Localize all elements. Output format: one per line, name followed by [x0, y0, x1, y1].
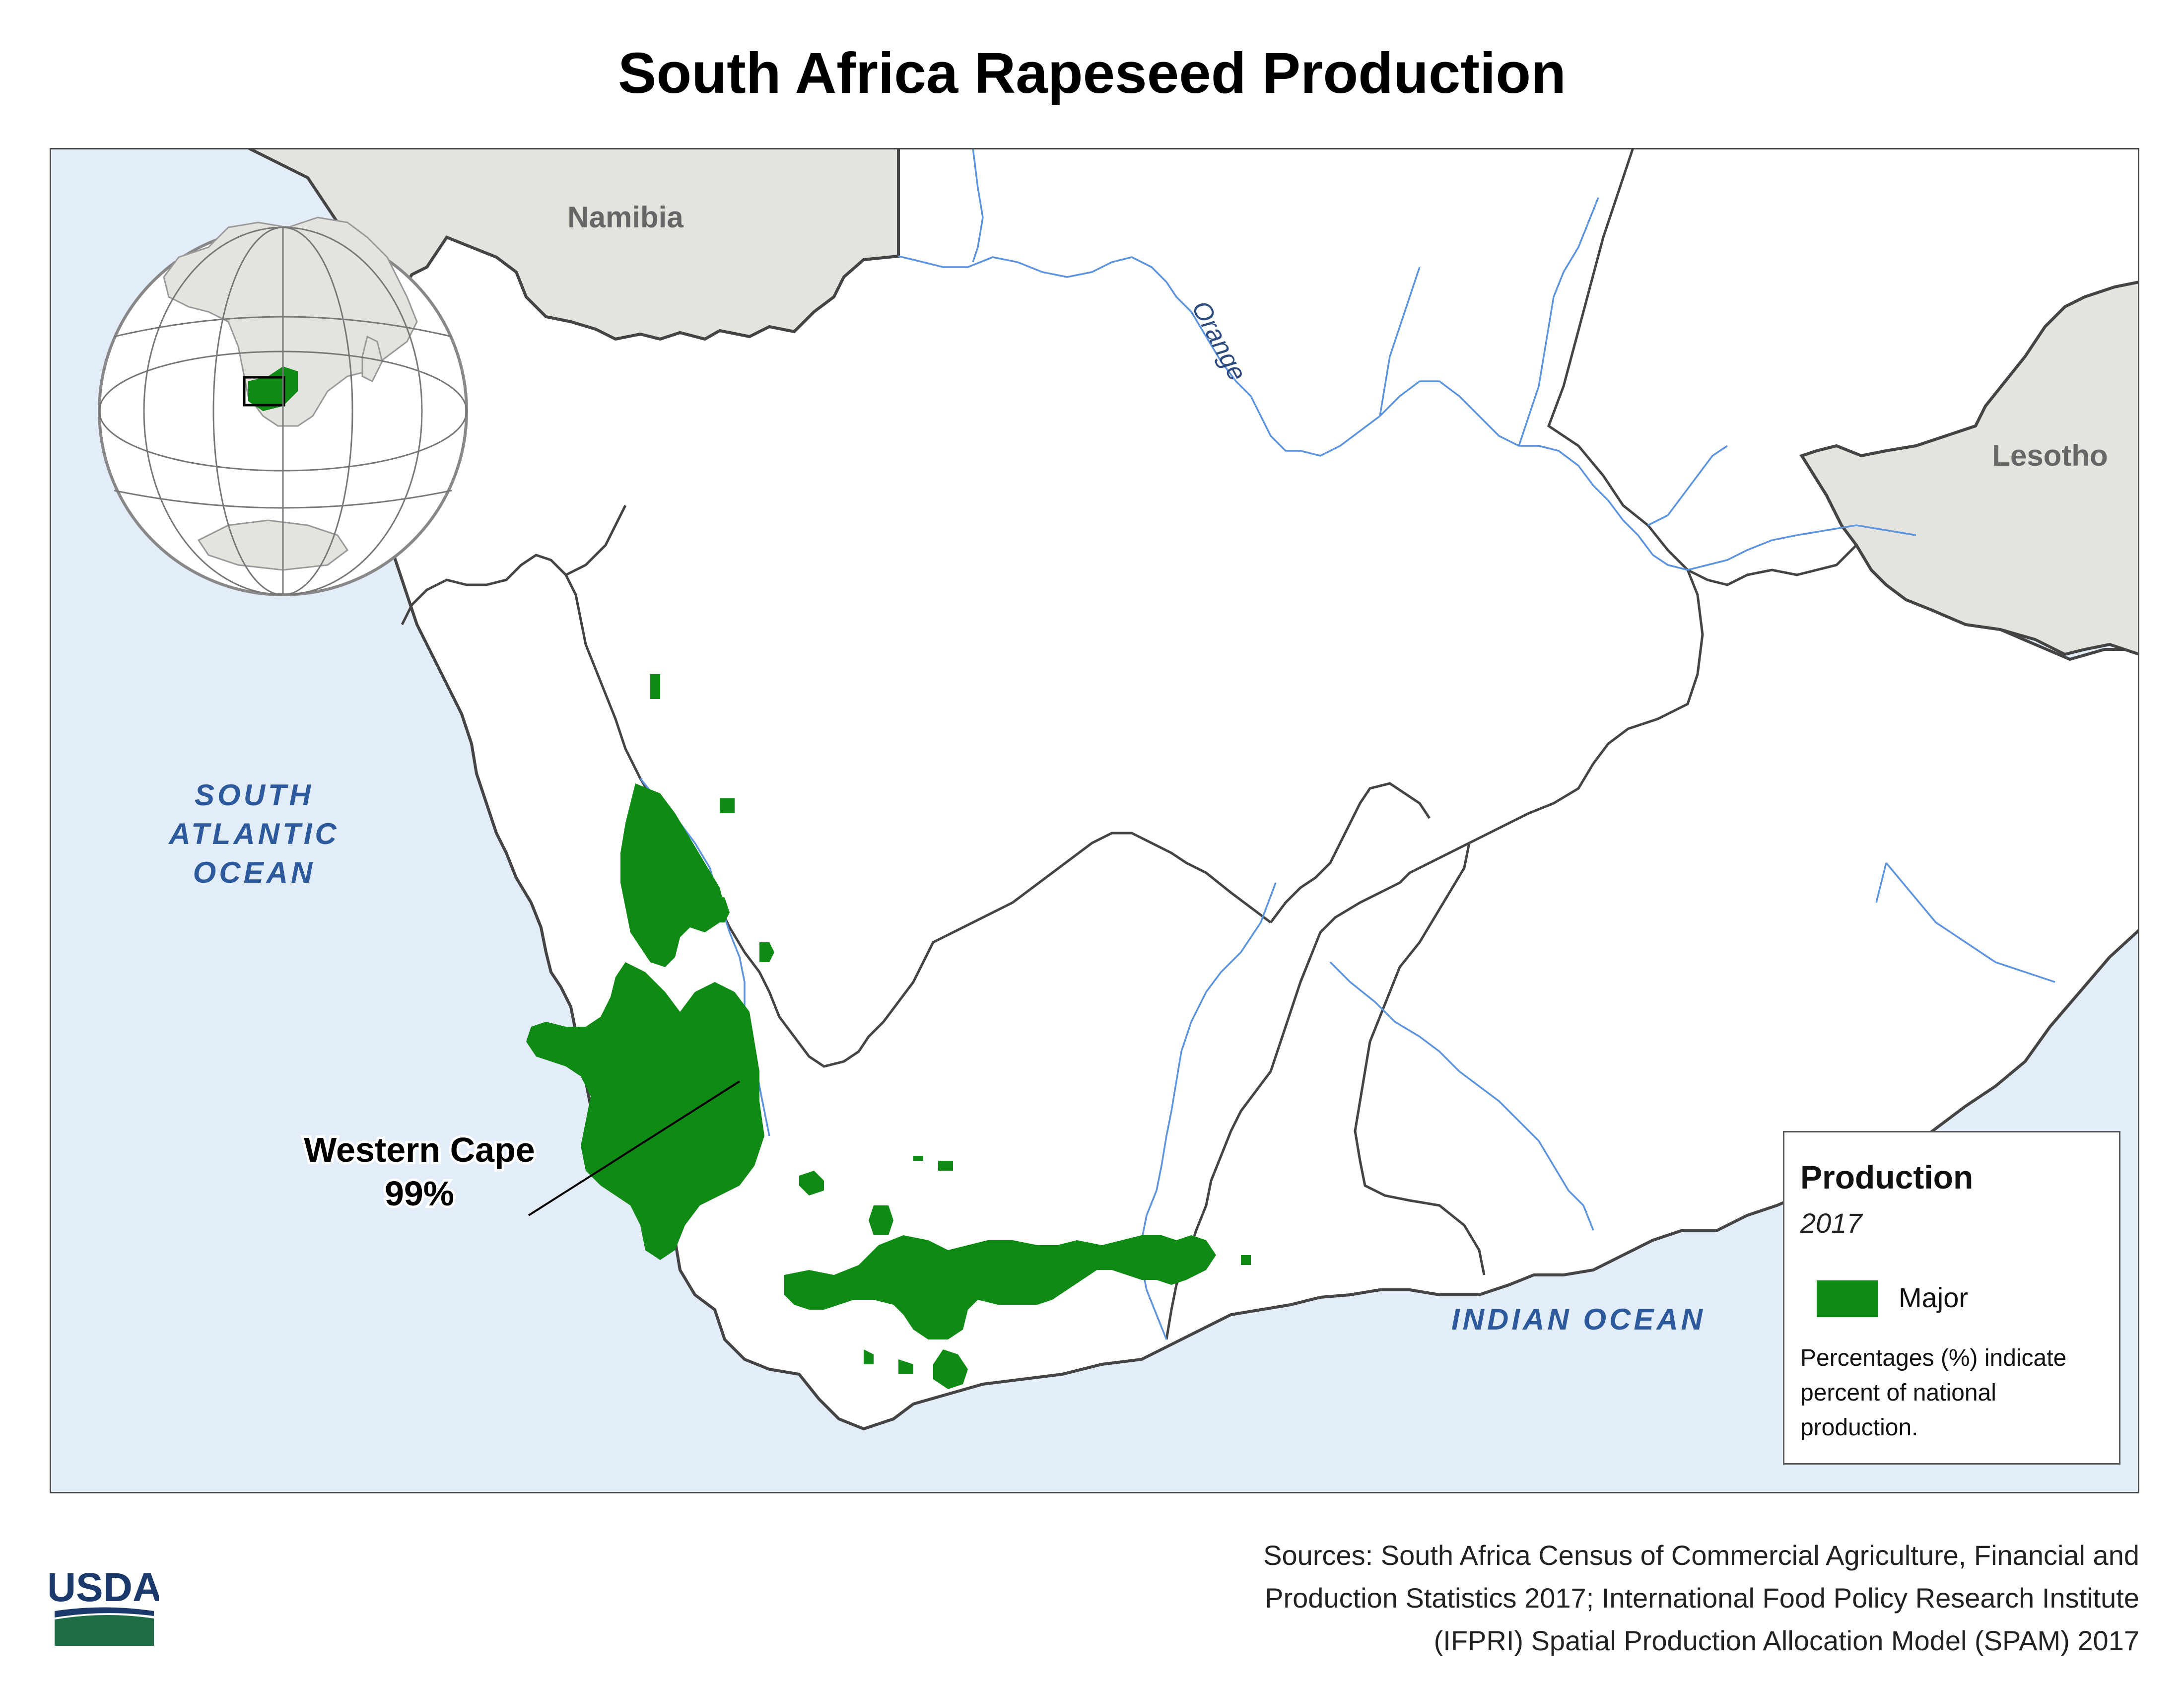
production-area-swartland[interactable] [526, 962, 764, 1260]
legend-year: 2017 [1800, 1207, 1862, 1239]
callout-percent: 99% [385, 1174, 454, 1213]
sources-line-3: (IFPRI) Spatial Production Allocation Mo… [1433, 1625, 2139, 1656]
label-namibia: Namibia [567, 201, 683, 234]
usda-logo-text: USDA [50, 1565, 159, 1610]
production-area-overberg[interactable] [784, 1235, 1216, 1339]
label-atlantic-3: OCEAN [193, 856, 316, 889]
callout-region-name: Western Cape [304, 1130, 535, 1169]
map-area: Namibia Lesotho Orange SOUTH ATLANTIC OC… [50, 148, 2139, 1493]
legend-swatch-major [1817, 1280, 1878, 1317]
sources-line-2: Production Statistics 2017; Internationa… [1265, 1582, 2139, 1614]
sources-line-1: Sources: South Africa Census of Commerci… [1263, 1540, 2139, 1571]
legend-label-major: Major [1899, 1282, 1969, 1313]
label-atlantic-1: SOUTH [195, 778, 314, 812]
legend-box: Production 2017 Major Percentages (%) in… [1783, 1131, 2120, 1465]
locator-globe [98, 216, 468, 596]
callout-leader-line [528, 1080, 741, 1216]
production-area-north[interactable] [620, 783, 725, 967]
lesotho-shape [1799, 280, 2139, 656]
label-atlantic-2: ATLANTIC [168, 817, 340, 850]
legend-title: Production [1800, 1159, 1974, 1196]
province-borders [401, 148, 1857, 1340]
production-areas[interactable] [526, 674, 1251, 1389]
label-lesotho: Lesotho [1992, 439, 2108, 472]
sources-text: Sources: South Africa Census of Commerci… [1047, 1534, 2139, 1662]
label-indian-ocean: INDIAN OCEAN [1451, 1303, 1706, 1336]
map-title: South Africa Rapeseed Production [618, 41, 1566, 105]
legend-note: Percentages (%) indicate percent of nati… [1800, 1345, 2067, 1441]
usda-logo: USDA [50, 1565, 159, 1646]
